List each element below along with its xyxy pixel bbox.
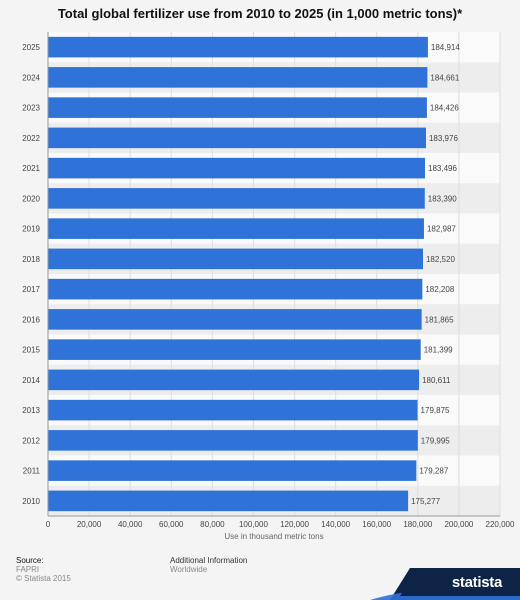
chart-title: Total global fertilizer use from 2010 to…: [57, 6, 463, 21]
source-name: FAPRI: [16, 565, 40, 574]
data-label: 180,611: [422, 376, 451, 385]
copyright-text: © Statista 2015: [16, 574, 71, 583]
x-tick-label: 40,000: [118, 520, 143, 529]
category-label: 2010: [22, 497, 40, 506]
category-label: 2012: [22, 436, 40, 445]
x-tick-label: 80,000: [200, 520, 225, 529]
x-tick-label: 120,000: [280, 520, 309, 529]
data-label: 182,520: [426, 255, 455, 264]
bar: [48, 430, 418, 451]
bar: [48, 490, 409, 512]
bar: [48, 339, 421, 360]
x-tick-label: 60,000: [159, 520, 184, 529]
data-label: 183,496: [428, 164, 457, 173]
data-label: 179,287: [419, 467, 448, 476]
data-label: 179,875: [421, 406, 450, 415]
bar: [48, 188, 425, 209]
logo-background: [370, 568, 520, 600]
bar: [48, 369, 420, 391]
category-label: 2022: [22, 134, 40, 143]
category-label: 2016: [22, 315, 40, 324]
additional-info-label: Additional Information: [170, 556, 248, 565]
category-label: 2015: [22, 346, 40, 355]
category-label: 2021: [22, 164, 40, 173]
data-label: 184,914: [431, 43, 460, 52]
bar: [48, 97, 427, 118]
bar: [48, 248, 423, 270]
category-label: 2014: [22, 376, 40, 385]
data-label: 182,208: [425, 285, 454, 294]
bar: [48, 36, 428, 58]
logo-text: statista: [451, 574, 502, 591]
x-tick-label: 180,000: [403, 520, 432, 529]
bar: [48, 127, 426, 149]
data-label: 183,390: [428, 194, 457, 203]
x-tick-label: 160,000: [362, 520, 391, 529]
data-label: 184,661: [430, 73, 459, 82]
x-tick-label: 140,000: [321, 520, 350, 529]
bar: [48, 67, 428, 88]
data-label: 181,399: [424, 346, 453, 355]
x-tick-label: 100,000: [239, 520, 268, 529]
bar-chart: 2025 184,914 2024 184,661 2023 184,426 2022 183…: [22, 32, 515, 541]
bar: [48, 309, 422, 330]
data-label: 175,277: [411, 497, 440, 506]
source-block: Source: FAPRI © Statista 2015: [16, 556, 71, 583]
source-label: Source:: [16, 556, 44, 565]
category-label: 2017: [22, 285, 40, 294]
data-label: 184,426: [430, 104, 459, 113]
category-label: 2024: [22, 73, 40, 82]
category-label: 2011: [23, 467, 41, 476]
x-axis-title: Use in thousand metric tons: [224, 532, 323, 541]
bar: [48, 157, 426, 179]
category-label: 2013: [22, 406, 40, 415]
bar: [48, 218, 424, 239]
additional-info-block: Additional Information Worldwide: [170, 556, 247, 574]
data-label: 181,865: [425, 315, 454, 324]
x-tick-label: 200,000: [444, 520, 473, 529]
category-label: 2020: [22, 194, 40, 203]
bar: [48, 278, 423, 300]
x-tick-label: 20,000: [77, 520, 102, 529]
category-label: 2019: [22, 225, 40, 234]
x-tick-label: 220,000: [486, 520, 515, 529]
data-label: 183,976: [429, 134, 458, 143]
statista-logo[interactable]: statista: [370, 568, 520, 600]
category-label: 2018: [22, 255, 40, 264]
category-label: 2025: [22, 43, 40, 52]
bar: [48, 460, 417, 481]
x-tick-label: 0: [46, 520, 51, 529]
bar: [48, 399, 418, 421]
additional-info-value: Worldwide: [170, 565, 208, 574]
category-label: 2023: [22, 104, 40, 113]
data-label: 179,995: [421, 436, 450, 445]
data-label: 182,987: [427, 225, 456, 234]
